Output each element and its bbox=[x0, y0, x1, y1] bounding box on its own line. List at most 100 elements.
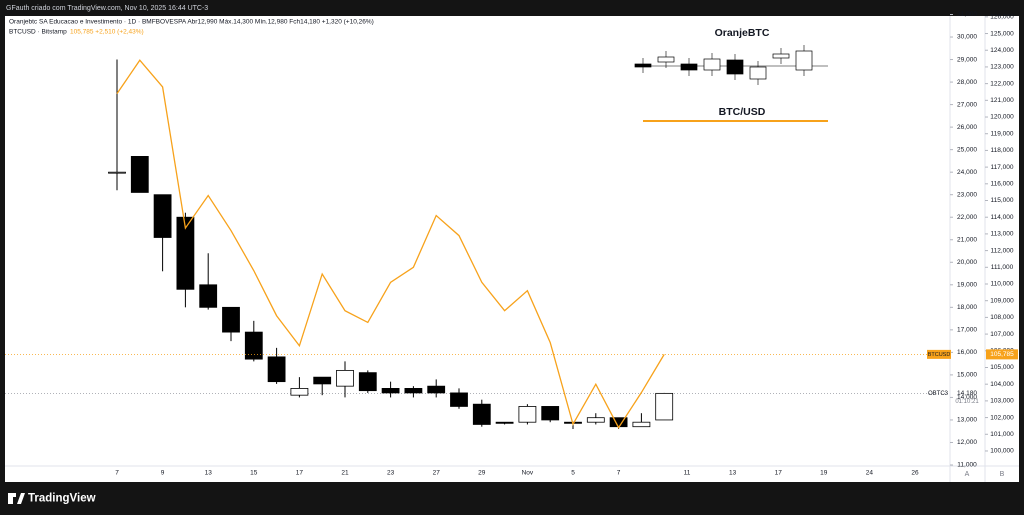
legend-swatch-body bbox=[703, 58, 721, 71]
last-price-label: 105,785 bbox=[990, 351, 1014, 358]
candle-body bbox=[244, 331, 263, 360]
y-tick-label: 21,000 bbox=[957, 236, 977, 243]
y2-tick-label: 112,000 bbox=[990, 247, 1013, 254]
candle-body bbox=[176, 216, 195, 290]
candle-body bbox=[130, 156, 149, 193]
info-line-2: BTCUSD · Bitstamp bbox=[9, 29, 67, 36]
credit: GFauth criado com TradingView.com, Nov 1… bbox=[6, 5, 208, 12]
candle-body bbox=[632, 421, 651, 428]
candle-body bbox=[450, 392, 468, 407]
y-tick-label: 18,000 bbox=[957, 304, 977, 311]
y2-tick-label: 120,000 bbox=[990, 114, 1014, 121]
candle-body bbox=[541, 406, 560, 421]
y-tick-label: 23,000 bbox=[957, 191, 977, 198]
y2-tick-label: 116,000 bbox=[990, 181, 1013, 188]
candle-body bbox=[404, 388, 423, 394]
x-tick-label: 29 bbox=[478, 470, 486, 477]
legend-swatch-body bbox=[680, 63, 698, 71]
line-series bbox=[116, 59, 665, 429]
x-tick-label: 5 bbox=[571, 470, 575, 477]
x-tick-label: 7 bbox=[115, 470, 119, 477]
legend-label: BTC/USD bbox=[719, 106, 766, 118]
y-tick-label: 20,000 bbox=[957, 259, 977, 266]
y-tick-label: 16,000 bbox=[957, 349, 977, 356]
y2-tick-label: 104,000 bbox=[990, 381, 1014, 388]
legend-swatch-body bbox=[749, 66, 767, 80]
y2-tick-label: 111,000 bbox=[991, 264, 1014, 271]
y2-axis-label: B bbox=[1000, 471, 1005, 478]
y2-tick-label: 119,000 bbox=[990, 130, 1013, 137]
candle-body bbox=[267, 356, 286, 383]
candle-body bbox=[153, 194, 172, 238]
candle-body bbox=[381, 388, 400, 394]
y2-tick-label: 118,000 bbox=[990, 147, 1013, 154]
x-tick-label: 24 bbox=[866, 470, 874, 477]
x-tick-label: 26 bbox=[911, 470, 919, 477]
y2-tick-label: 101,000 bbox=[990, 431, 1014, 438]
countdown: 01:10:21 bbox=[955, 399, 979, 405]
candle-body bbox=[586, 417, 605, 423]
x-tick-label: 17 bbox=[775, 470, 783, 477]
legend-label: OranjeBTC bbox=[715, 27, 770, 39]
x-tick-label: 9 bbox=[161, 470, 165, 477]
candle-body bbox=[108, 171, 126, 174]
y-tick-label: 29,000 bbox=[957, 56, 977, 63]
legend-swatch-body bbox=[657, 56, 675, 63]
y-tick-label: 12,000 bbox=[957, 439, 977, 446]
y-tick-label: 26,000 bbox=[957, 124, 977, 131]
y-tick-label: 15,000 bbox=[957, 372, 977, 379]
y2-tick-label: 105,000 bbox=[990, 364, 1014, 371]
info-line: Oranjebtc SA Educacao e Investimento · 1… bbox=[9, 19, 374, 26]
x-tick-label: 13 bbox=[729, 470, 737, 477]
y-tick-label: 13,000 bbox=[957, 417, 977, 424]
y-tick-label: 14,000 bbox=[957, 394, 977, 401]
candle-body bbox=[199, 284, 218, 308]
y2-tick-label: 102,000 bbox=[990, 414, 1014, 421]
candle-body bbox=[313, 376, 332, 385]
price-tag: BTCUSD bbox=[928, 352, 951, 358]
y2-tick-label: 113,000 bbox=[990, 231, 1013, 238]
legend: OranjeBTC BTC/USD bbox=[634, 27, 828, 122]
y-tick-label: 28,000 bbox=[957, 79, 977, 86]
y2-tick-label: 124,000 bbox=[990, 47, 1014, 54]
legend-swatch-body bbox=[795, 50, 813, 71]
y-tick-label: 31,000 bbox=[957, 11, 977, 18]
chart-area bbox=[5, 16, 1019, 482]
candle-body bbox=[518, 406, 537, 423]
y2-tick-label: 123,000 bbox=[990, 64, 1014, 71]
price-tag-bg bbox=[927, 349, 951, 359]
info-line-2-values: 105,785 +2,510 (+2,43%) bbox=[70, 29, 144, 36]
candle-body bbox=[358, 372, 377, 392]
x-tick-label: Nov bbox=[522, 470, 534, 477]
x-tick-label: 27 bbox=[433, 470, 441, 477]
y-tick-label: 17,000 bbox=[957, 327, 977, 334]
y-tick-label: 30,000 bbox=[957, 34, 977, 41]
y2-tick-label: 100,000 bbox=[990, 448, 1014, 455]
y-axis-label: A bbox=[965, 471, 970, 478]
y-tick-label: 25,000 bbox=[957, 146, 977, 153]
candle-body bbox=[655, 392, 674, 421]
y2-tick-label: 114,000 bbox=[990, 214, 1013, 221]
y2-tick-label: 126,000 bbox=[990, 14, 1014, 21]
x-tick-label: 15 bbox=[250, 470, 258, 477]
last-price-label: 14,180 bbox=[957, 390, 977, 397]
x-tick-label: 11 bbox=[684, 470, 691, 477]
x-tick-label: 19 bbox=[820, 470, 828, 477]
y-tick-label: 27,000 bbox=[957, 101, 977, 108]
y-tick-label: 24,000 bbox=[957, 169, 977, 176]
candle-body bbox=[290, 388, 309, 396]
y-tick-label: 19,000 bbox=[957, 282, 977, 289]
x-tick-label: 13 bbox=[205, 470, 213, 477]
y2-tick-label: 117,000 bbox=[990, 164, 1013, 171]
y2-tick-label: 103,000 bbox=[990, 398, 1014, 405]
y-tick-label: 11,000 bbox=[957, 462, 977, 469]
y2-tick-label: 110,000 bbox=[990, 281, 1013, 288]
legend-swatch-body bbox=[726, 59, 744, 75]
y2-tick-label: 115,000 bbox=[990, 197, 1013, 204]
x-tick-label: 23 bbox=[387, 470, 395, 477]
y2-tick-label: 121,000 bbox=[990, 97, 1014, 104]
y2-tick-label: 122,000 bbox=[990, 80, 1014, 87]
candle-body bbox=[472, 403, 491, 425]
